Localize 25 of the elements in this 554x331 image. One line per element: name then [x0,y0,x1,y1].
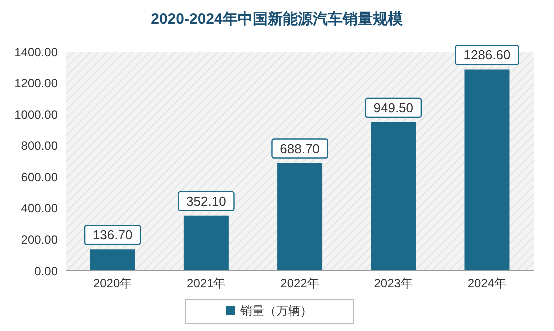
y-tick-label: 0.00 [34,264,58,278]
data-label: 688.70 [280,141,320,156]
y-tick-label: 800.00 [21,139,58,154]
x-tick-label: 2022年 [280,276,320,291]
x-tick-label: 2021年 [187,276,226,291]
x-tick-label: 2020年 [93,276,132,291]
legend-label: 销量（万辆） [240,304,312,318]
data-label: 352.10 [186,194,226,209]
chart-title: 2020-2024年中国新能源汽车销量规模 [150,10,404,30]
y-tick-label: 400.00 [21,202,58,216]
bar [278,163,323,271]
bar [464,70,510,271]
data-label: 136.70 [92,228,133,243]
y-tick-label: 1200.00 [14,76,58,91]
y-tick-label: 200.00 [21,232,58,247]
y-tick-label: 1400.00 [14,45,58,60]
data-label: 1286.60 [464,48,511,63]
x-tick-label: 2024年 [468,276,507,291]
y-tick-label: 600.00 [21,170,58,184]
bar [371,122,416,271]
y-tick-label: 1000.00 [14,108,58,122]
data-label: 949.50 [374,100,414,116]
bar [184,216,229,271]
x-tick-label: 2023年 [374,276,413,291]
bar [90,250,136,271]
